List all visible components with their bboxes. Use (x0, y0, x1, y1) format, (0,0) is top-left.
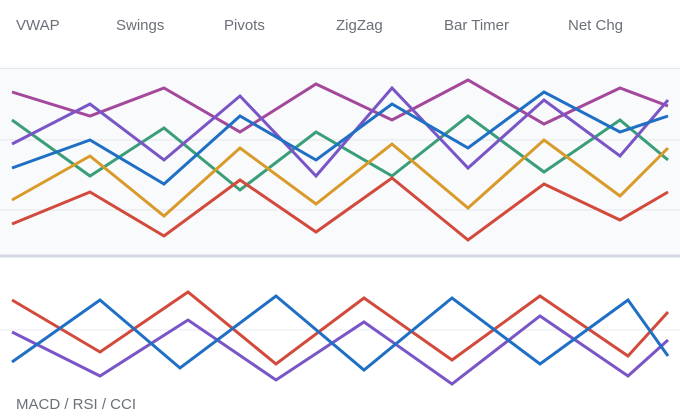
tab[interactable]: ZigZag (336, 17, 383, 34)
oscillator-line (11, 294, 670, 372)
indicator-line (11, 90, 669, 186)
tab[interactable]: VWAP (16, 17, 60, 34)
tab[interactable]: Bar Timer (444, 17, 509, 34)
tab-list: VWAP Swings Pivots ZigZag Bar Timer Net Chg (16, 17, 623, 34)
indicator-line (11, 114, 669, 192)
tab-bar (0, 0, 680, 68)
tab[interactable]: Pivots (224, 17, 265, 34)
tab[interactable]: Swings (116, 17, 164, 34)
indicator-line (11, 78, 669, 134)
indicator-line (11, 176, 669, 242)
oscillator-line (11, 290, 670, 366)
panel-label: MACD / RSI / CCI (16, 396, 136, 413)
indicator-line (11, 138, 670, 218)
tab[interactable]: Net Chg (568, 17, 623, 34)
oscillator-line (11, 314, 670, 386)
